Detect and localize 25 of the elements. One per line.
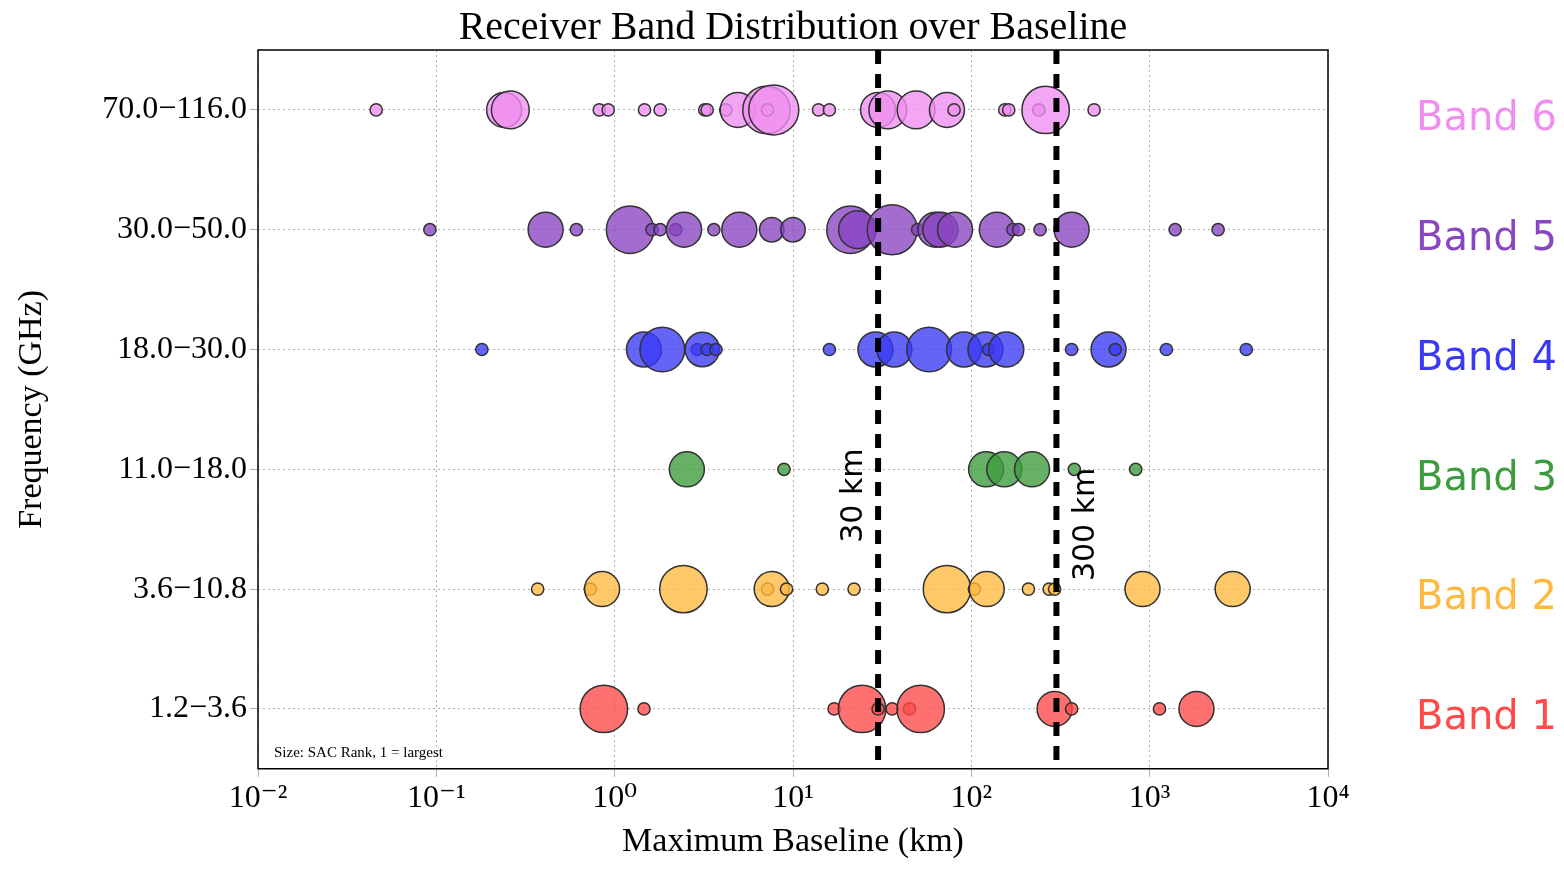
y-axis-title: Frequency (GHz) <box>11 289 50 529</box>
x-tick-label: 10⁰ <box>592 778 638 815</box>
text: Band 1 <box>1416 692 1557 739</box>
x-axis-title: Maximum Baseline (km) <box>622 820 964 859</box>
annotation: Size: SAC Rank, 1 = largest <box>274 744 444 761</box>
text: Band 6 <box>1416 93 1557 140</box>
x-tick-label: 10¹ <box>772 778 814 815</box>
ref-line-label: 30 km <box>833 448 869 543</box>
text: Band 5 <box>1416 213 1557 260</box>
y-tick-label: 1.2−3.6 <box>148 688 247 725</box>
ref-line-label: 300 km <box>1066 467 1102 582</box>
y-tick-label: 11.0−18.0 <box>118 448 247 485</box>
y-tick-label: 18.0−30.0 <box>116 328 247 365</box>
x-tick-label: 10⁻¹ <box>407 778 466 815</box>
text: Band 4 <box>1416 332 1557 379</box>
y-tick-label: 70.0−116.0 <box>102 89 247 126</box>
chart-title: Receiver Band Distribution over Baseline <box>458 2 1128 48</box>
x-tick-label: 10³ <box>1128 778 1171 815</box>
y-tick-label: 30.0−50.0 <box>116 209 247 246</box>
x-tick-label: 10⁻² <box>228 778 288 815</box>
text: Band 3 <box>1416 452 1557 499</box>
y-tick-label: 3.6−10.8 <box>132 568 247 605</box>
x-tick-label: 10² <box>950 778 993 815</box>
text: Band 2 <box>1416 572 1557 619</box>
x-tick-label: 10⁴ <box>1306 778 1350 815</box>
